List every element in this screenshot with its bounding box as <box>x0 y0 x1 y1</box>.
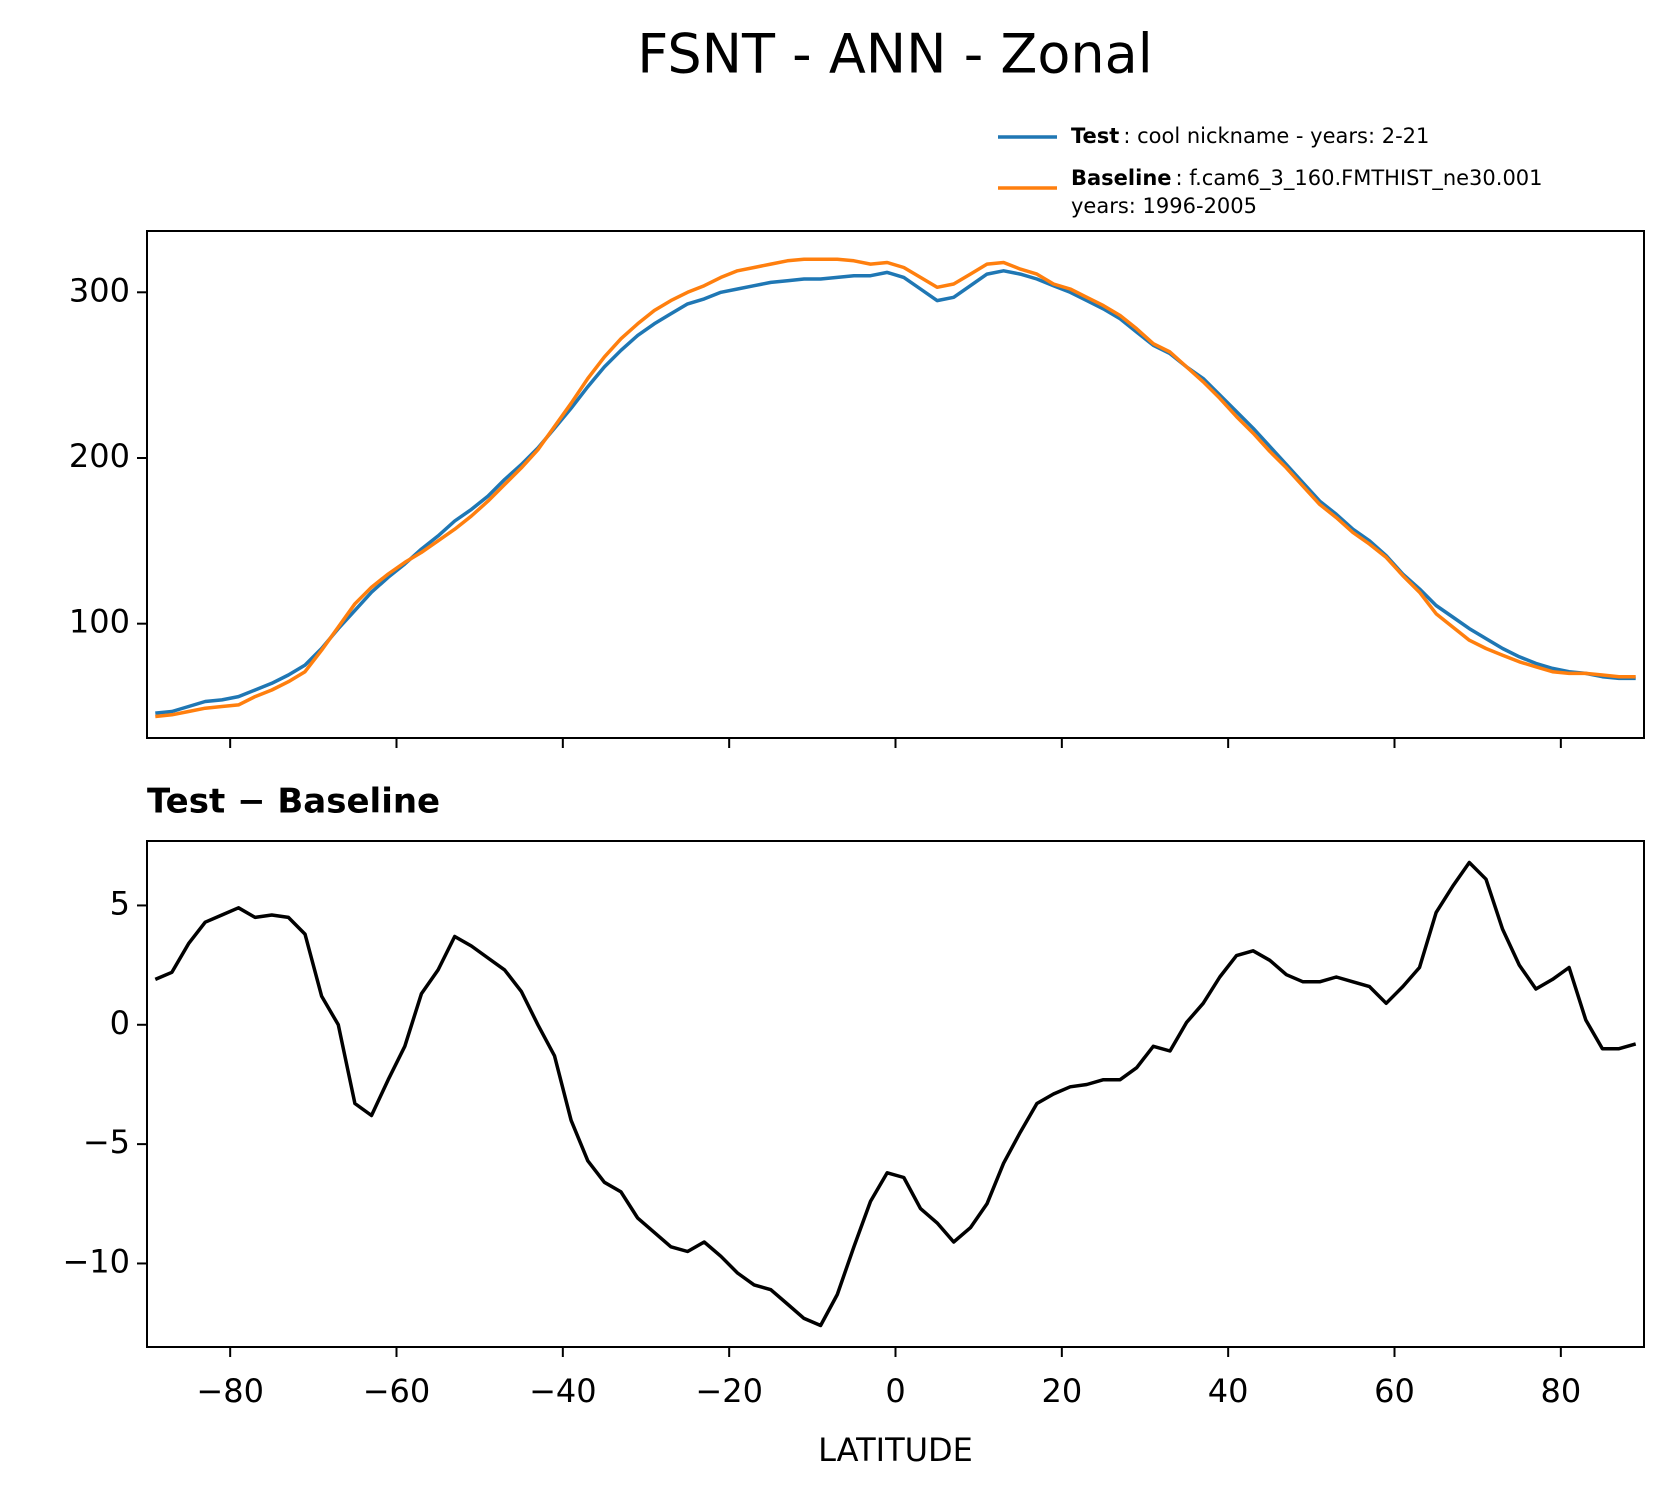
figure-title: FSNT - ANN - Zonal <box>637 23 1152 86</box>
y-tick-label: 100 <box>69 603 130 641</box>
data-line <box>154 860 1637 1328</box>
y-tick-label: 0 <box>110 1004 130 1042</box>
legend-name: Baseline <box>1071 166 1172 190</box>
y-tick-label: −5 <box>83 1123 130 1161</box>
x-tick-label: −40 <box>529 1372 597 1410</box>
x-axis-label: LATITUDE <box>818 1431 973 1469</box>
x-tick-label: 40 <box>1208 1372 1249 1410</box>
legend-description: years: 1996-2005 <box>1071 194 1257 218</box>
y-tick-label: 300 <box>69 271 130 309</box>
x-tick-label: −60 <box>363 1372 431 1410</box>
axes-frame <box>146 230 1645 739</box>
axes-frame <box>146 840 1645 1348</box>
x-tick-label: −20 <box>695 1372 763 1410</box>
y-tick-label: −10 <box>62 1242 130 1280</box>
x-tick-label: 20 <box>1041 1372 1082 1410</box>
x-tick-label: −80 <box>196 1372 264 1410</box>
x-tick-label: 80 <box>1540 1372 1581 1410</box>
x-tick-label: 0 <box>885 1372 905 1410</box>
y-tick-label: 5 <box>110 884 130 922</box>
x-tick-label: 60 <box>1374 1372 1415 1410</box>
legend-description: : f.cam6_3_160.FMTHIST_ne30.001 <box>1176 166 1543 191</box>
y-tick-label: 200 <box>69 437 130 475</box>
panel-title: Test − Baseline <box>147 782 440 822</box>
data-line <box>155 257 1636 719</box>
legend-entry: Baseline: f.cam6_3_160.FMTHIST_ne30.001 <box>1071 166 1543 191</box>
legend-name: Test <box>1071 124 1119 148</box>
legend-description: : cool nickname - years: 2-21 <box>1123 124 1429 148</box>
legend-entry: Test: cool nickname - years: 2-21 <box>1071 124 1429 148</box>
